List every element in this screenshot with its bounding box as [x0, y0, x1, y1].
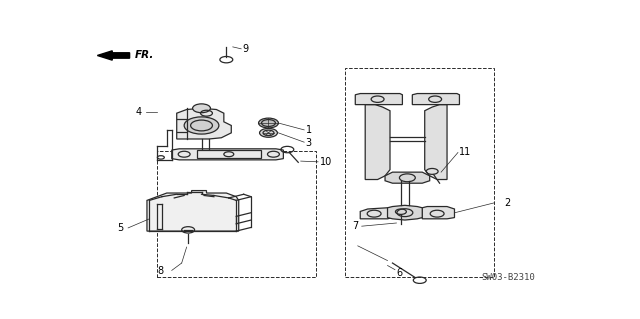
- Polygon shape: [365, 105, 390, 180]
- Text: 5: 5: [118, 223, 124, 233]
- Text: 10: 10: [319, 157, 332, 167]
- Text: SW03-B2310: SW03-B2310: [482, 273, 536, 282]
- Polygon shape: [385, 172, 429, 183]
- Polygon shape: [388, 205, 422, 220]
- Polygon shape: [147, 190, 239, 231]
- Text: 8: 8: [157, 266, 163, 276]
- Text: 3: 3: [306, 138, 312, 148]
- Polygon shape: [360, 208, 392, 219]
- Text: 9: 9: [243, 44, 249, 54]
- Circle shape: [259, 118, 278, 128]
- Text: 2: 2: [504, 198, 510, 208]
- Circle shape: [260, 129, 277, 137]
- Circle shape: [193, 104, 211, 113]
- Text: 6: 6: [396, 268, 403, 278]
- Text: 11: 11: [460, 147, 472, 158]
- FancyArrow shape: [97, 51, 129, 60]
- Polygon shape: [177, 108, 231, 139]
- Bar: [157, 151, 316, 277]
- Polygon shape: [412, 93, 460, 105]
- Text: 4: 4: [136, 107, 141, 117]
- Text: 1: 1: [306, 125, 312, 135]
- Text: FR.: FR.: [134, 50, 154, 61]
- Text: 7: 7: [352, 221, 358, 231]
- Polygon shape: [422, 206, 454, 219]
- Polygon shape: [425, 105, 447, 180]
- Polygon shape: [355, 93, 403, 105]
- Circle shape: [184, 117, 219, 134]
- Polygon shape: [172, 149, 284, 160]
- Bar: [346, 68, 494, 277]
